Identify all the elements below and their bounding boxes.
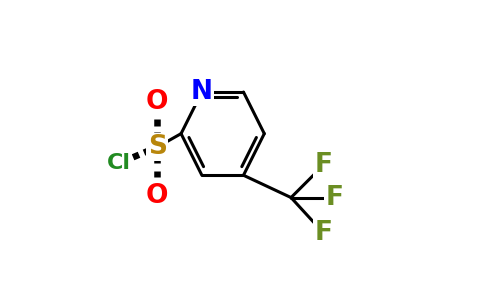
Text: O: O [146,89,168,116]
Text: N: N [191,79,213,105]
Text: Cl: Cl [106,153,131,173]
Text: F: F [315,220,333,246]
Text: F: F [325,184,343,211]
Text: F: F [315,152,333,178]
Text: S: S [148,134,167,160]
Text: O: O [146,183,168,209]
